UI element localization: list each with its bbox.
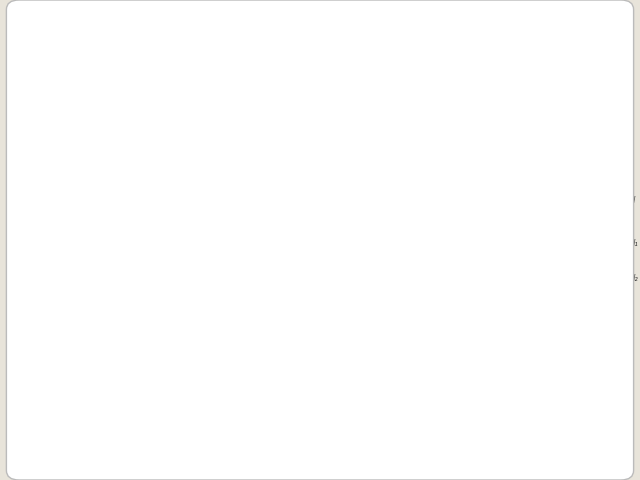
Text: d: d [630,196,636,205]
Polygon shape [348,142,610,204]
Text: Ось резьбы: Ось резьбы [258,336,308,345]
Text: трубопроводах  машин  и  станков,  нарезается  на  конической: трубопроводах машин и станков, нарезаетс… [46,82,544,98]
Text: l₁: l₁ [129,178,136,188]
Text: Стандартные резьбы общего назначения: Стандартные резьбы общего назначения [52,25,588,46]
Polygon shape [387,204,477,283]
Text: Основная
плоскость: Основная плоскость [186,165,230,194]
Text: d₂: d₂ [134,361,142,370]
Polygon shape [348,277,610,332]
Text: ✓: ✓ [28,52,41,67]
Text: Основная
плоскость: Основная плоскость [353,116,402,135]
Text: d = D: d = D [306,200,328,209]
Text: Наружная
резьба: Наружная резьба [83,337,124,356]
Text: p: p [475,125,482,135]
Text: d₁ = D₁: d₁ = D₁ [300,239,328,248]
Text: d: d [186,375,191,384]
Text: 60°: 60° [437,256,454,266]
Text: Сбег
резьбы: Сбег резьбы [296,132,324,152]
Text: $2tg\frac{\varphi}{2} = 1:16$: $2tg\frac{\varphi}{2} = 1:16$ [421,354,499,375]
Text: Муфта: Муфта [492,181,526,192]
Text: d₁: d₁ [630,239,639,248]
Text: Внутренняя
резьба: Внутренняя резьба [174,272,222,292]
Polygon shape [48,208,330,307]
Text: Труба: Труба [458,301,488,312]
Text: поверхности с конусностью 1:16.: поверхности с конусностью 1:16. [46,97,304,112]
Text: 60°      применяется  для  герметических  соединений  в: 60° применяется для герметических соедин… [46,67,484,82]
Text: d₂: d₂ [630,275,639,283]
Text: Сбег
резьбы: Сбег резьбы [52,144,81,164]
Text: d₁: d₁ [159,368,168,377]
Polygon shape [434,204,524,283]
Text: резьба коническая дюймовая (ГОСТ 6111-52) с углом профиля: резьба коническая дюймовая (ГОСТ 6111-52… [46,52,531,68]
Text: d₂ = D₂: d₂ = D₂ [300,278,328,288]
Text: l: l [188,167,191,177]
